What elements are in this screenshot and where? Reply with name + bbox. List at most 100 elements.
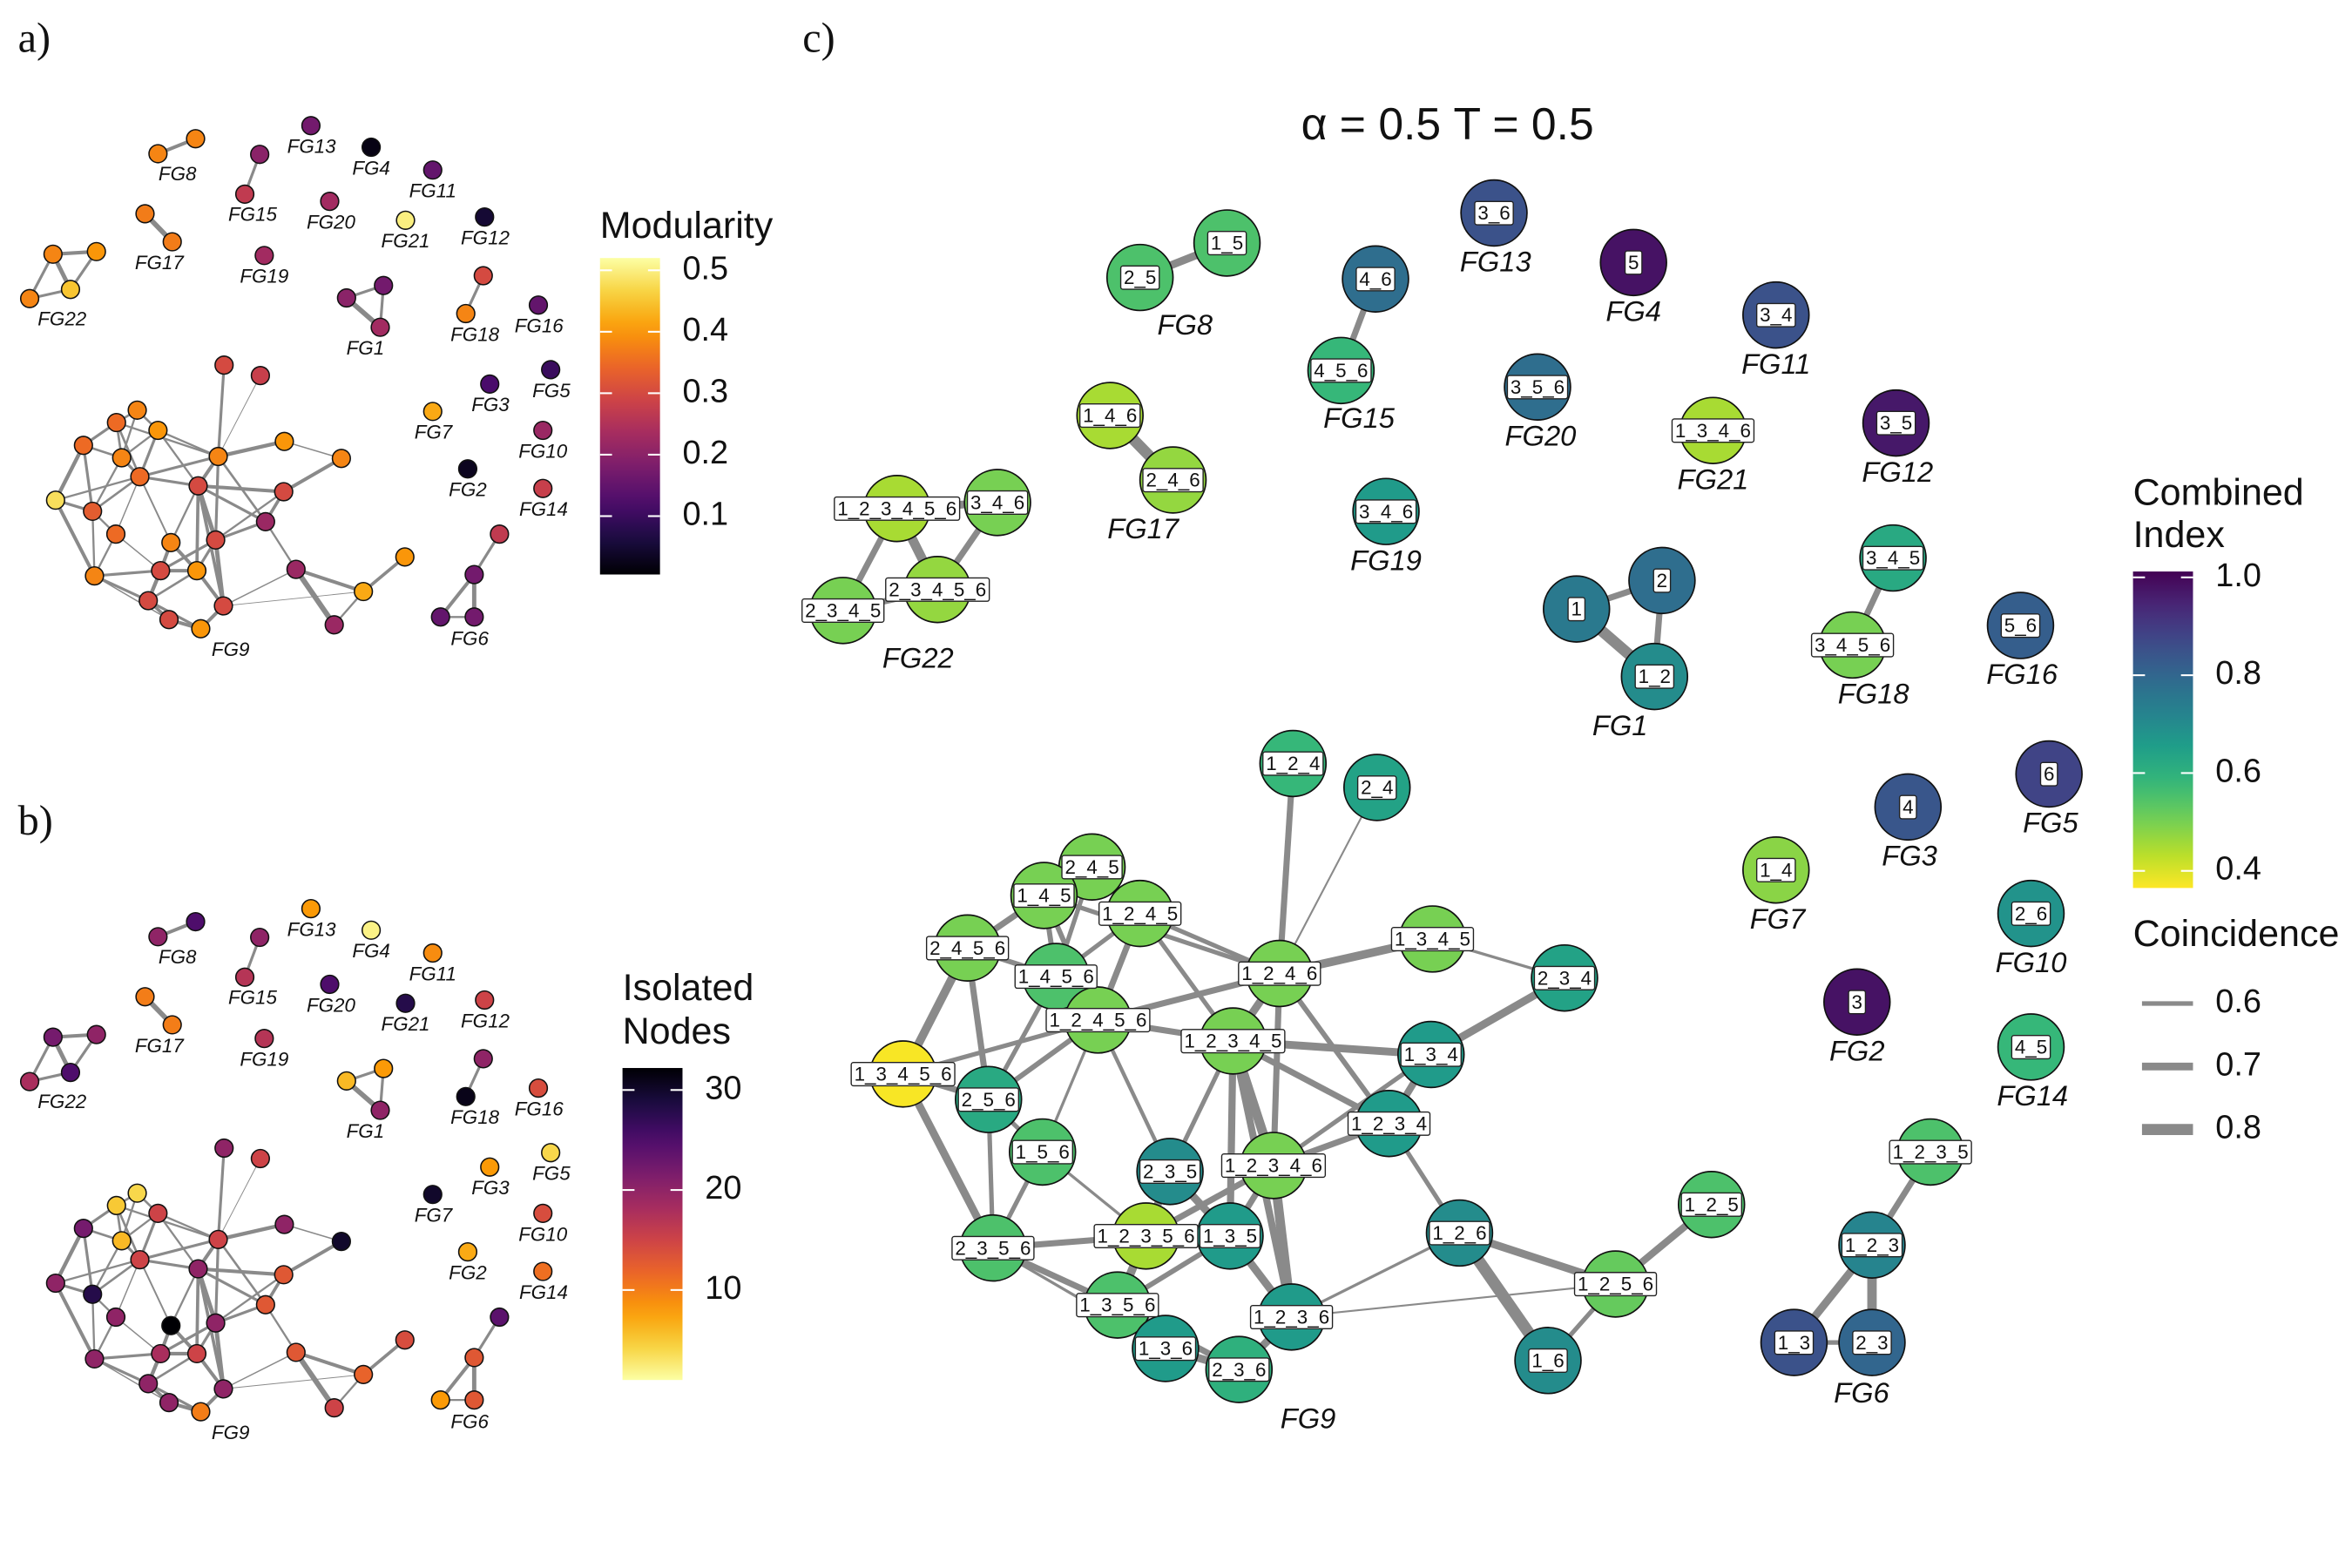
group-label: FG1 <box>1592 709 1648 741</box>
node <box>191 1402 211 1422</box>
node <box>162 1015 182 1035</box>
node-label-box <box>1142 468 1204 493</box>
colorbar-tick-label: 1.0 <box>2215 558 2261 594</box>
node <box>151 1343 171 1364</box>
node <box>370 317 390 337</box>
edge <box>159 538 217 572</box>
group-label: FG16 <box>515 1098 564 1119</box>
group-label: FG3 <box>471 394 510 416</box>
group-label: FG16 <box>515 315 564 337</box>
group-label: FG9 <box>212 1422 250 1443</box>
node <box>139 1374 159 1394</box>
node-label-box <box>1134 1336 1197 1362</box>
node <box>331 449 351 469</box>
group-label: FG18 <box>450 1106 500 1128</box>
node <box>213 1379 233 1399</box>
node-label: 3 <box>1852 991 1862 1013</box>
node <box>112 448 132 468</box>
group-label: FG19 <box>240 1049 288 1071</box>
node-label-box <box>1310 358 1372 383</box>
node-label-box <box>1898 794 1917 820</box>
node <box>213 596 233 616</box>
node-label: 1_2_3_5_6 <box>1098 1226 1195 1247</box>
node <box>127 400 147 420</box>
colorbar <box>599 258 660 575</box>
group-label: FG16 <box>1986 658 2058 690</box>
node <box>354 1364 374 1385</box>
edge <box>197 1267 267 1307</box>
node-label-box <box>1474 200 1514 226</box>
node <box>456 303 476 324</box>
node <box>395 210 416 230</box>
node-label-box <box>1013 883 1075 909</box>
node-label: 4_5 <box>2015 1037 2047 1058</box>
edge <box>223 591 364 607</box>
node-label-box <box>1652 568 1672 593</box>
node <box>274 1265 294 1285</box>
node <box>135 987 155 1007</box>
node <box>320 974 340 995</box>
group-label: FG18 <box>1838 678 1909 710</box>
node <box>274 482 294 502</box>
group-label: FG2 <box>449 479 487 501</box>
edge <box>214 490 285 541</box>
edge <box>94 569 161 578</box>
edge <box>282 456 342 494</box>
node <box>86 1024 106 1044</box>
node <box>148 420 168 441</box>
node <box>206 1313 226 1333</box>
edge <box>91 1294 96 1359</box>
node <box>148 1203 168 1224</box>
node-label: 3_4_6 <box>970 491 1024 513</box>
node <box>457 459 478 479</box>
node-label: 1_4_5 <box>1017 885 1071 907</box>
node <box>533 1203 553 1224</box>
node-label-box <box>834 496 961 521</box>
node-label-box <box>1634 664 1675 689</box>
edge <box>284 1223 342 1242</box>
node-label-box <box>1390 927 1475 952</box>
panel: FG8 FG13 FG4 FG15 FG11 FG20 FG21 FG12 FG17 FG19 FG… <box>18 15 774 660</box>
node <box>336 287 356 308</box>
node <box>159 610 179 630</box>
node-label-box <box>801 598 885 624</box>
node <box>456 1086 476 1106</box>
node <box>84 565 105 586</box>
node-label-box <box>1671 418 1755 443</box>
node-label-box <box>850 1061 956 1087</box>
edge <box>55 1258 140 1285</box>
panel-label: a) <box>18 15 51 61</box>
node-label: 1_2_5 <box>1685 1193 1739 1215</box>
edge <box>54 1282 97 1360</box>
edge <box>295 567 364 593</box>
colorbar-tick-label: 20 <box>705 1170 741 1206</box>
node <box>188 476 208 496</box>
edge <box>53 1227 85 1285</box>
colorbar-tick-label: 0.4 <box>682 312 728 348</box>
node-label-box <box>1528 1348 1568 1373</box>
panel-label: b) <box>18 798 53 844</box>
node-label-box <box>1889 1139 1972 1165</box>
group-label: FG1 <box>347 1120 385 1142</box>
edge <box>55 476 140 502</box>
node <box>464 1348 484 1368</box>
group-label: FG21 <box>382 230 430 252</box>
node-label: 1_2_3_4_6 <box>1225 1155 1322 1177</box>
node-label-box <box>1262 751 1324 776</box>
node <box>208 1229 228 1249</box>
node-label-box <box>1093 1223 1199 1249</box>
node-label-box <box>1355 267 1396 292</box>
node <box>331 1232 351 1252</box>
edge <box>223 568 297 607</box>
node <box>475 207 495 227</box>
edge <box>116 1204 219 1240</box>
edge <box>284 441 342 459</box>
node <box>112 1231 132 1251</box>
node-label: 1_2_3_6 <box>1254 1306 1329 1328</box>
edge <box>294 1350 337 1409</box>
node-label-box <box>1098 901 1182 926</box>
node <box>151 560 171 581</box>
node-label-box <box>1573 1272 1658 1297</box>
node-label: 5 <box>1628 252 1639 274</box>
node <box>191 618 211 639</box>
